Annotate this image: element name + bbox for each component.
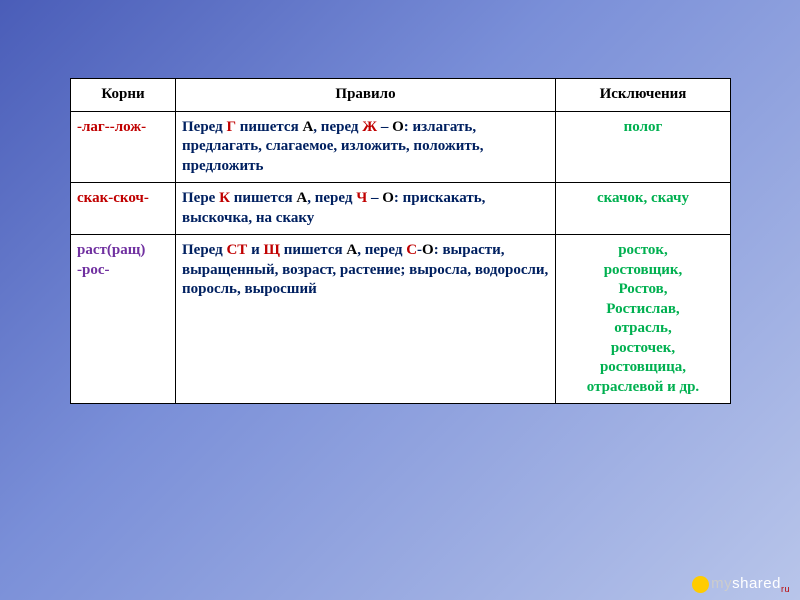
rule-letter: Ж: [362, 119, 377, 135]
col-header-rule: Правило: [176, 79, 556, 112]
rule-letter: С: [406, 242, 417, 258]
root-cell: скак-скоч-: [71, 183, 176, 235]
rule-letter: СТ: [226, 242, 247, 258]
rule-text-part: –: [367, 190, 382, 206]
exception-cell: скачок, скачу: [556, 183, 731, 235]
table-row: раст(ращ) -рос- Перед СТ и Щ пишется А, …: [71, 235, 731, 404]
watermark-text-shared: shared: [732, 575, 781, 592]
col-header-roots: Корни: [71, 79, 176, 112]
rule-vowel: О: [422, 242, 434, 258]
rule-letter: Г: [226, 119, 236, 135]
rule-vowel: А: [296, 190, 307, 206]
root-cell: раст(ращ) -рос-: [71, 235, 176, 404]
rule-letter: К: [219, 190, 230, 206]
root-cell: -лаг--лож-: [71, 111, 176, 183]
rule-vowel: О: [382, 190, 394, 206]
col-header-exceptions: Исключения: [556, 79, 731, 112]
rule-text-part: пишется: [280, 242, 346, 258]
table-header-row: Корни Правило Исключения: [71, 79, 731, 112]
rule-text-part: , перед: [357, 242, 406, 258]
rule-cell: Пере К пишется А, перед Ч – О: прискакат…: [176, 183, 556, 235]
watermark-text-ru: ru: [781, 584, 790, 594]
rule-letter: Щ: [263, 242, 279, 258]
rules-table: Корни Правило Исключения -лаг--лож- Пере…: [70, 78, 731, 404]
rules-table-container: Корни Правило Исключения -лаг--лож- Пере…: [70, 78, 730, 404]
rule-text-part: пишется: [230, 190, 296, 206]
rule-text-part: пишется: [236, 119, 302, 135]
table-row: скак-скоч- Пере К пишется А, перед Ч – О…: [71, 183, 731, 235]
rule-text-part: , перед: [313, 119, 362, 135]
rule-vowel: А: [346, 242, 357, 258]
rule-cell: Перед Г пишется А, перед Ж – О: излагать…: [176, 111, 556, 183]
rule-vowel: О: [392, 119, 404, 135]
rule-letter: Ч: [356, 190, 367, 206]
rule-text-part: Пере: [182, 190, 219, 206]
exception-cell: росток, ростовщик, Ростов, Ростислав, от…: [556, 235, 731, 404]
rule-cell: Перед СТ и Щ пишется А, перед С-О: вырас…: [176, 235, 556, 404]
rule-vowel: А: [302, 119, 313, 135]
rule-text-part: , перед: [307, 190, 356, 206]
watermark-text-my: my: [711, 575, 732, 592]
rule-text-part: и: [247, 242, 263, 258]
rule-text-part: Перед: [182, 242, 226, 258]
watermark: mysharedru: [692, 575, 790, 594]
watermark-icon: [692, 576, 709, 593]
rule-text-part: Перед: [182, 119, 226, 135]
exception-cell: полог: [556, 111, 731, 183]
rule-text-part: –: [377, 119, 392, 135]
table-row: -лаг--лож- Перед Г пишется А, перед Ж – …: [71, 111, 731, 183]
